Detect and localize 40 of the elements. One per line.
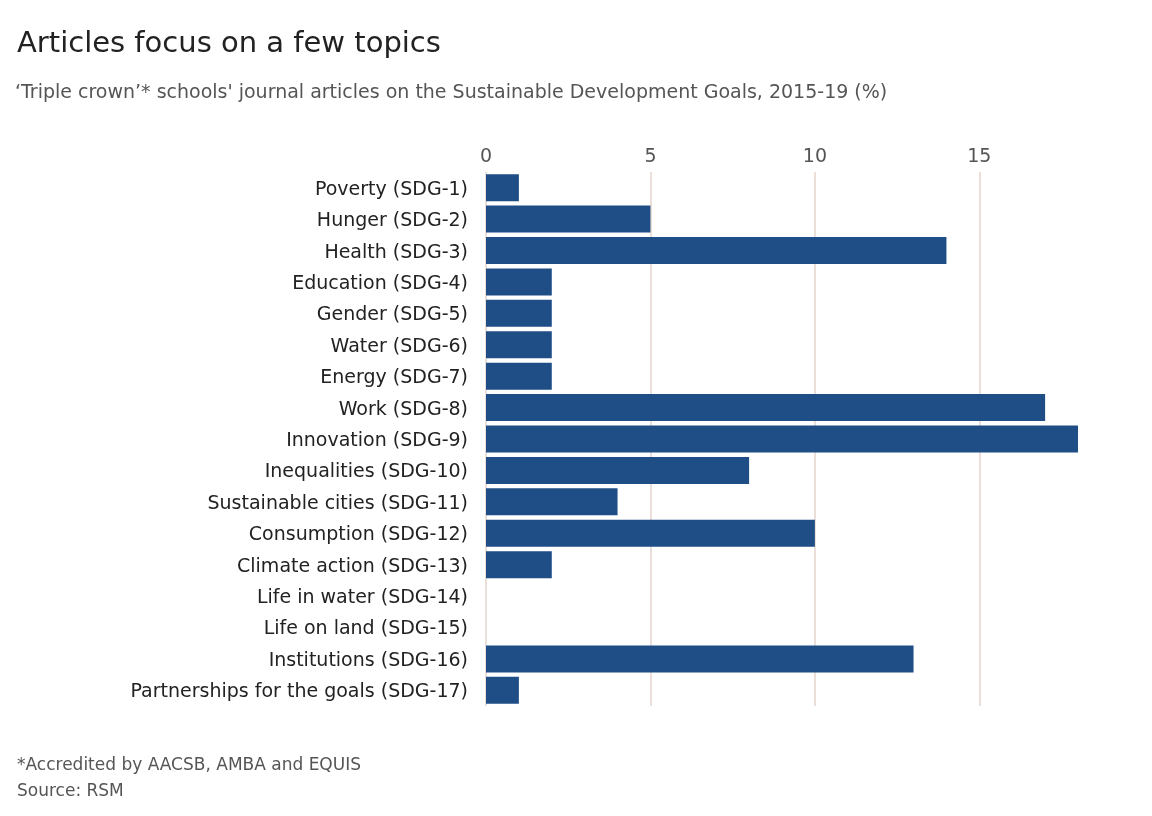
- y-tick-label: Partnerships for the goals (SDG-17): [130, 679, 468, 702]
- y-tick-label: Climate action (SDG-13): [237, 553, 468, 576]
- y-tick-label: Water (SDG-6): [330, 333, 468, 356]
- y-tick-label: Hunger (SDG-2): [316, 208, 468, 231]
- source-note: Source: RSM: [17, 779, 124, 800]
- y-tick-label: Education (SDG-4): [292, 270, 468, 293]
- y-tick-label: Institutions (SDG-16): [268, 647, 468, 670]
- x-tick-label: 5: [644, 143, 657, 166]
- y-tick-label: Consumption (SDG-12): [248, 522, 468, 545]
- chart-subtitle: ‘Triple crown’* schools' journal articles on the Sustainable Development Goals, 2015-19 (%): [15, 79, 888, 102]
- bar: [486, 394, 1046, 422]
- text: Articles focus on a few topics: [17, 24, 441, 59]
- y-tick-label: Inequalities (SDG-10): [264, 459, 468, 482]
- x-tick-label: 10: [802, 143, 827, 166]
- bar: [486, 456, 750, 484]
- y-tick-label: Gender (SDG-5): [316, 302, 468, 325]
- bar: [486, 645, 914, 673]
- bar: [486, 331, 552, 359]
- y-tick-label: Energy (SDG-7): [320, 365, 468, 388]
- x-tick-label: 15: [967, 143, 992, 166]
- y-tick-label: Innovation (SDG-9): [286, 428, 468, 450]
- bar: [486, 676, 519, 704]
- bar: [486, 362, 552, 390]
- bar: [486, 268, 552, 296]
- bar: [486, 425, 1078, 453]
- text: *Accredited by AACSB, AMBA and EQUIS: [17, 753, 362, 774]
- y-tick-label: Life on land (SDG-15): [263, 616, 468, 639]
- x-tick-label: 0: [479, 143, 493, 166]
- y-tick-label: Health (SDG-3): [324, 239, 468, 262]
- y-tick-label: Life in water (SDG-14): [256, 585, 468, 608]
- bar: [486, 299, 552, 327]
- bar: [486, 174, 519, 202]
- y-tick-label: Work (SDG-8): [338, 396, 468, 419]
- bar: [486, 237, 947, 265]
- bar: [486, 205, 651, 233]
- bar: [486, 519, 815, 547]
- bar: [486, 488, 618, 516]
- bar: [486, 551, 552, 579]
- y-tick-label: Sustainable cities (SDG-11): [207, 490, 468, 513]
- y-tick-label: Poverty (SDG-1): [314, 176, 468, 199]
